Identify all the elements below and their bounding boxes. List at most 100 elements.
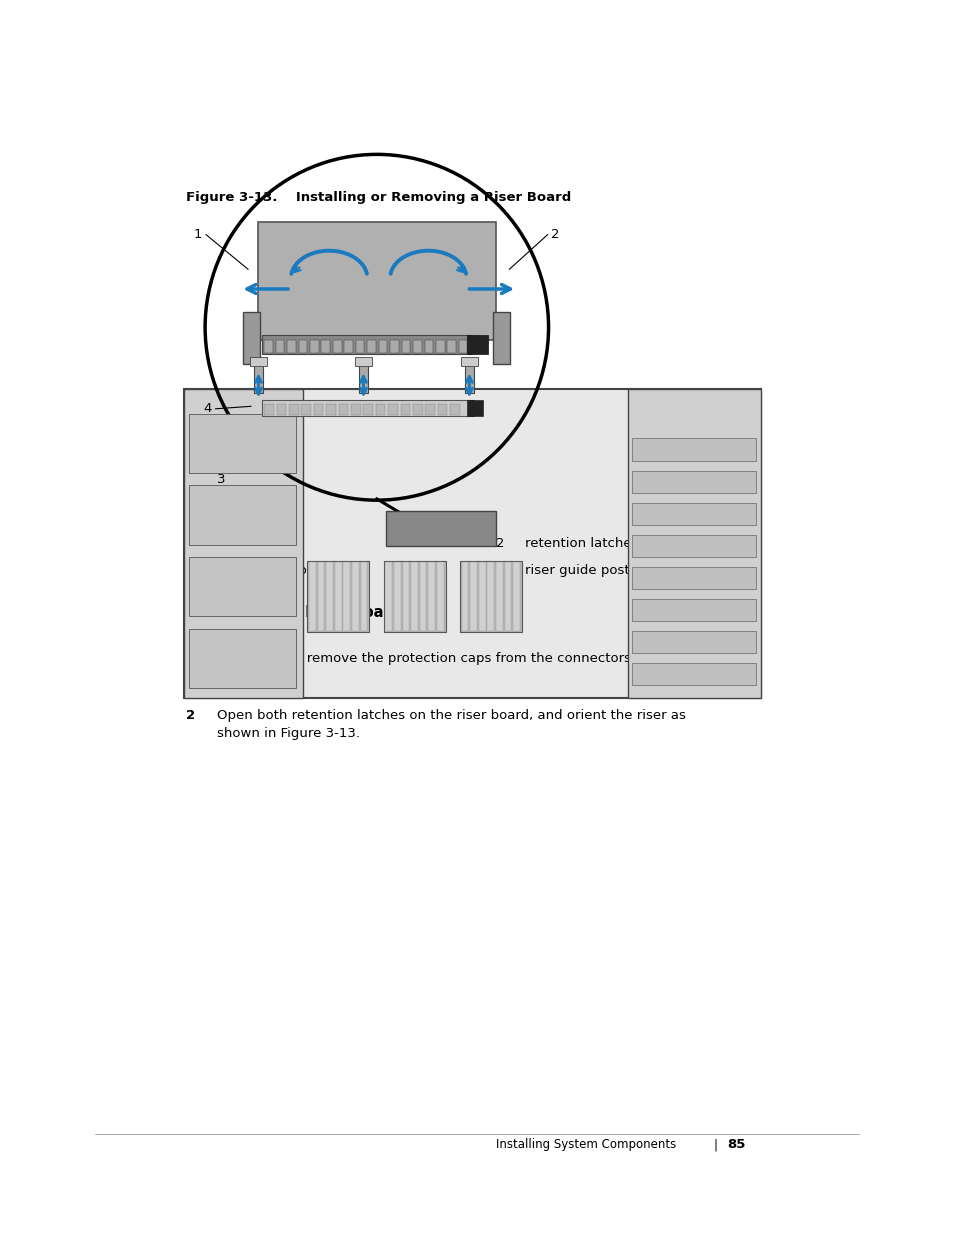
Text: riser guide posts (2): riser guide posts (2) xyxy=(524,564,659,578)
Bar xyxy=(459,561,521,632)
Bar xyxy=(275,340,284,353)
Bar xyxy=(335,562,341,631)
Text: Installing System Components: Installing System Components xyxy=(496,1137,676,1151)
Bar xyxy=(394,562,400,631)
Bar xyxy=(464,363,474,393)
Bar xyxy=(307,561,369,632)
Text: 4: 4 xyxy=(203,403,212,415)
Bar xyxy=(333,340,341,353)
Text: retention latches (2): retention latches (2) xyxy=(524,537,660,551)
Bar xyxy=(309,562,315,631)
Bar xyxy=(428,562,435,631)
Bar xyxy=(467,400,482,416)
Bar xyxy=(363,404,373,415)
Bar xyxy=(458,340,467,353)
Bar xyxy=(264,404,274,415)
FancyBboxPatch shape xyxy=(250,357,267,366)
Bar xyxy=(189,557,295,616)
Bar xyxy=(419,562,426,631)
FancyBboxPatch shape xyxy=(460,357,477,366)
FancyBboxPatch shape xyxy=(627,389,760,698)
Bar xyxy=(631,471,755,493)
Bar xyxy=(413,340,421,353)
Bar xyxy=(385,562,392,631)
Bar xyxy=(437,404,447,415)
Bar xyxy=(301,404,311,415)
Bar xyxy=(631,535,755,557)
Bar xyxy=(436,562,443,631)
Bar xyxy=(436,340,444,353)
Bar xyxy=(467,335,488,354)
Bar xyxy=(326,404,335,415)
Text: 1: 1 xyxy=(186,652,195,666)
Text: riser board: riser board xyxy=(214,537,287,551)
Bar xyxy=(493,312,510,364)
Bar xyxy=(375,404,385,415)
Bar xyxy=(321,340,330,353)
Bar xyxy=(631,663,755,685)
Text: Open both retention latches on the riser board, and orient the riser as
shown in: Open both retention latches on the riser… xyxy=(216,709,684,740)
Bar xyxy=(400,404,410,415)
Bar xyxy=(390,340,398,353)
Bar xyxy=(352,562,358,631)
Bar xyxy=(424,340,433,353)
Bar xyxy=(367,340,375,353)
Bar xyxy=(343,562,350,631)
Text: Replacing the Riser Board: Replacing the Riser Board xyxy=(186,605,401,620)
Bar xyxy=(287,340,295,353)
Bar xyxy=(310,340,318,353)
Bar xyxy=(631,599,755,621)
Bar xyxy=(351,404,360,415)
Bar xyxy=(388,404,397,415)
Bar xyxy=(496,562,502,631)
Text: Figure 3-13.    Installing or Removing a Riser Board: Figure 3-13. Installing or Removing a Ri… xyxy=(186,191,571,205)
Bar xyxy=(355,340,364,353)
Bar xyxy=(189,414,295,473)
Text: 1: 1 xyxy=(186,537,194,551)
Bar xyxy=(631,438,755,461)
Bar xyxy=(470,562,476,631)
Bar xyxy=(276,404,286,415)
Bar xyxy=(358,363,368,393)
Text: 2: 2 xyxy=(551,228,559,241)
Bar xyxy=(447,340,456,353)
Bar xyxy=(298,340,307,353)
Bar xyxy=(262,400,474,416)
Bar xyxy=(631,631,755,653)
Bar xyxy=(243,312,260,364)
Bar xyxy=(189,629,295,688)
Bar xyxy=(378,340,387,353)
Bar xyxy=(264,340,273,353)
Bar xyxy=(386,511,496,546)
Text: 3: 3 xyxy=(216,473,225,485)
Bar xyxy=(411,562,417,631)
Bar xyxy=(461,562,468,631)
FancyBboxPatch shape xyxy=(184,389,760,698)
Bar xyxy=(253,363,263,393)
Bar xyxy=(413,404,422,415)
Bar xyxy=(383,561,445,632)
Bar xyxy=(317,562,324,631)
Bar xyxy=(360,562,367,631)
Text: 4: 4 xyxy=(496,564,504,578)
Text: If applicable, remove the protection caps from the connectors on the riser
board: If applicable, remove the protection cap… xyxy=(216,652,711,683)
Bar xyxy=(314,404,323,415)
Bar xyxy=(402,562,409,631)
Bar xyxy=(425,404,435,415)
Text: |: | xyxy=(713,1137,717,1151)
Bar xyxy=(326,562,333,631)
Bar xyxy=(289,404,298,415)
Bar xyxy=(504,562,511,631)
Text: 3: 3 xyxy=(186,564,194,578)
Text: riser board socket: riser board socket xyxy=(214,564,335,578)
Bar xyxy=(478,562,485,631)
Text: 2: 2 xyxy=(496,537,504,551)
Bar xyxy=(401,340,410,353)
Bar xyxy=(338,404,348,415)
Bar xyxy=(450,404,459,415)
Bar xyxy=(631,567,755,589)
Bar xyxy=(189,485,295,545)
FancyBboxPatch shape xyxy=(184,389,303,698)
Bar xyxy=(344,340,353,353)
Text: 2: 2 xyxy=(186,709,195,722)
